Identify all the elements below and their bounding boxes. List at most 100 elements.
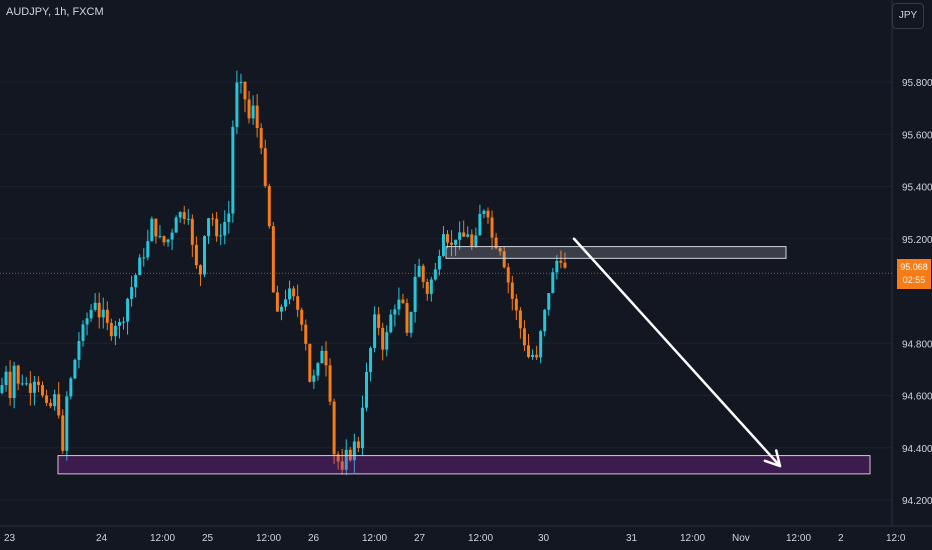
candle-body (539, 331, 542, 357)
candle-body (248, 99, 251, 118)
candle-body (61, 415, 64, 450)
candle-body (146, 241, 149, 257)
y-tick-label: 95.400 (902, 183, 932, 194)
candle-body (559, 261, 562, 263)
candle-body (523, 328, 526, 345)
candle-body (478, 214, 481, 235)
candle-body (426, 282, 429, 294)
candle-body (175, 217, 178, 232)
candle-body (158, 236, 161, 237)
candle-body (37, 382, 40, 385)
candle-body (65, 396, 68, 450)
y-tick-label: 94.600 (902, 392, 932, 403)
candle-body (195, 245, 198, 265)
candle-body (381, 328, 384, 350)
candle-body (454, 240, 457, 245)
candle-body (77, 341, 80, 360)
x-tick-label: 12:00 (150, 533, 175, 544)
candle-body (114, 326, 117, 336)
candle-body (13, 366, 16, 398)
candle-body (414, 277, 417, 312)
candle-body (397, 300, 400, 310)
candle-body (211, 218, 214, 219)
candle-body (458, 232, 461, 239)
candle-body (82, 324, 85, 341)
candle-body (244, 82, 247, 99)
candle-body (69, 378, 72, 396)
candle-body (106, 310, 109, 323)
candle-body (284, 299, 287, 306)
candle-body (86, 318, 89, 324)
candle-body (292, 288, 295, 296)
candle-body (252, 106, 255, 119)
candle-body (389, 315, 392, 333)
candle-body (308, 344, 311, 382)
candle-body (474, 235, 477, 246)
candle-body (511, 283, 514, 299)
candle-body (543, 310, 546, 331)
candle-body (434, 269, 437, 279)
candle-body (527, 345, 530, 357)
candle-body (25, 383, 28, 384)
candle-body (264, 148, 267, 186)
x-tick-label: 12:00 (786, 533, 811, 544)
candle-body (179, 212, 182, 217)
candle-body (17, 366, 20, 384)
candle-body (296, 296, 299, 309)
candle-body (491, 217, 494, 237)
candle-body (304, 325, 307, 344)
symbol-title[interactable]: AUDJPY, 1h, FXCM (6, 6, 104, 18)
candle-body (316, 363, 319, 375)
candle-body (547, 293, 550, 310)
candle-body (29, 383, 32, 393)
candle-body (150, 219, 153, 241)
candle-body (333, 402, 336, 455)
candle-body (167, 240, 170, 243)
candle-body (422, 266, 425, 282)
candle-body (442, 234, 445, 256)
candle-body (239, 82, 242, 83)
candle-body (134, 275, 137, 287)
candle-body (94, 303, 97, 310)
candle-body (369, 348, 372, 372)
candle-body (450, 243, 453, 245)
currency-button[interactable]: JPY (892, 3, 924, 29)
candle-body (9, 372, 12, 398)
candle-body (73, 360, 76, 379)
candle-body (531, 355, 534, 357)
candle-body (260, 128, 263, 148)
candle-body (288, 288, 291, 299)
candle-body (280, 307, 283, 312)
candle-body (223, 222, 226, 235)
candle-body (102, 310, 105, 318)
candle-body (555, 261, 558, 272)
candle-body (154, 219, 157, 237)
candle-body (466, 234, 469, 236)
candle-body (272, 226, 275, 292)
candle-body (320, 351, 323, 363)
candle-body (41, 385, 44, 395)
candle-body (329, 365, 332, 401)
x-tick-label: 30 (538, 533, 550, 544)
x-tick-label: 12:00 (468, 533, 493, 544)
candle-body (21, 383, 24, 384)
candle-body (122, 322, 125, 323)
candle-body (219, 235, 222, 236)
candle-body (1, 385, 4, 393)
x-tick-label: 26 (308, 533, 320, 544)
x-tick-label: 12:00 (256, 533, 281, 544)
candle-body (130, 287, 133, 299)
y-tick-label: 94.800 (902, 339, 932, 350)
candle-body (487, 211, 490, 218)
candle-body (406, 303, 409, 333)
y-tick-label: 94.400 (902, 444, 932, 455)
candle-body (235, 83, 238, 127)
candle-body (191, 219, 194, 245)
candle-body (45, 395, 48, 402)
candle-body (33, 382, 36, 393)
candle-body (215, 219, 218, 237)
x-tick-label: 12:0 (886, 533, 906, 544)
candle-body (300, 310, 303, 325)
candle-body (312, 376, 315, 382)
